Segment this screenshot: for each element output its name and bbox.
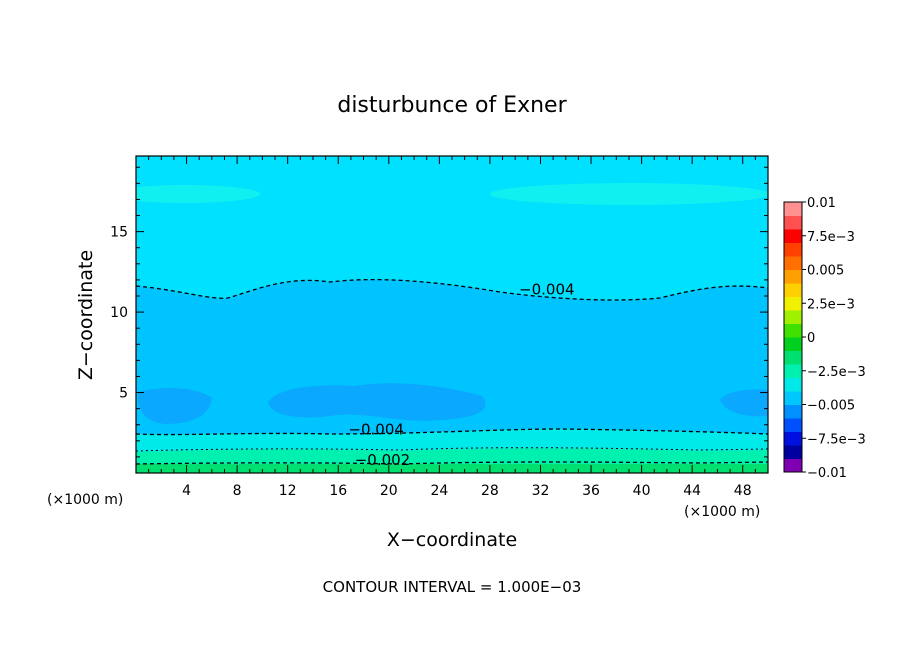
contour-lines: [136, 278, 768, 465]
colorbar-segment: [784, 377, 802, 392]
colorbar-segment: [784, 445, 802, 459]
colorbar-label: −2.5e−3: [807, 365, 866, 380]
x-axis-label: X−coordinate: [387, 529, 517, 551]
colorbar-segment: [784, 202, 802, 216]
contour-line-near-surface: [136, 447, 768, 452]
colorbar-label: 0: [807, 331, 815, 346]
colorbar-segment: [784, 256, 802, 270]
contour-field: [136, 156, 768, 473]
colorbar-label: −0.01: [807, 466, 847, 481]
x-tick-label: 48: [734, 483, 752, 499]
colorbar-segment: [784, 458, 802, 473]
x-tick-label: 16: [329, 483, 347, 499]
colorbar-segment: [784, 283, 802, 297]
colorbar-segment: [784, 431, 802, 446]
field-patch-top-right: [490, 183, 768, 205]
colorbar-label: 2.5e−3: [807, 297, 855, 312]
field-patch-left: [137, 388, 212, 424]
colorbar-segment: [784, 337, 802, 351]
colorbar-segment: [784, 404, 802, 419]
colorbar-segment: [784, 296, 802, 311]
contour-interval-note: CONTOUR INTERVAL = 1.000E−03: [323, 578, 582, 596]
contour-label: −0.002: [355, 451, 411, 469]
colorbar-label: 0.005: [807, 264, 844, 279]
colorbar-label: 7.5e−3: [807, 230, 855, 245]
x-tick-label: 8: [233, 483, 242, 499]
field-patch-right: [720, 389, 768, 417]
field-patch-top-left: [136, 185, 260, 203]
colorbar-segment: [784, 215, 802, 230]
colorbar-segment: [784, 269, 802, 284]
x-tick-label: 40: [633, 483, 651, 499]
colorbar-segment: [784, 323, 802, 338]
x-tick-label: 32: [532, 483, 550, 499]
field-patch-center: [268, 383, 486, 421]
colorbar-segment: [784, 364, 802, 378]
contour-labels: −0.004 −0.004 −0.002: [348, 280, 574, 469]
contour-line-upper: [136, 278, 768, 301]
contour-line-lower: [136, 428, 768, 436]
field-band-surface: [136, 464, 768, 473]
contour-label: −0.004: [348, 420, 404, 438]
x-tick-label: 24: [430, 483, 448, 499]
x-unit-left: (×1000 m): [47, 492, 123, 508]
colorbar-segment: [784, 310, 802, 324]
x-tick-label: 44: [683, 483, 701, 499]
y-tick-label: 5: [119, 386, 128, 402]
colorbar-label: 0.01: [807, 196, 836, 211]
colorbar-segment: [784, 229, 802, 243]
x-tick-label: 12: [279, 483, 297, 499]
colorbar-segment: [784, 242, 802, 257]
contour-label: −0.004: [519, 280, 575, 298]
y-axis-label: Z−coordinate: [75, 250, 97, 380]
colorbar-label: −0.005: [807, 399, 855, 414]
y-tick-label: 10: [110, 305, 128, 321]
x-tick-label: 36: [582, 483, 600, 499]
colorbar-label: −7.5e−3: [807, 432, 866, 447]
chart-title: disturbunce of Exner: [337, 93, 567, 118]
y-tick-label: 15: [110, 225, 128, 241]
x-tick-label: 4: [182, 483, 191, 499]
colorbar-segment: [784, 418, 802, 432]
contour-line-surface: [136, 461, 768, 465]
colorbar-segment: [784, 391, 802, 405]
x-tick-label: 20: [380, 483, 398, 499]
x-tick-label: 28: [481, 483, 499, 499]
colorbar: 0.01 7.5e−3 0.005 2.5e−3 0 −2.5e−3 −0.005 −7.5e…: [783, 196, 866, 481]
x-unit-right: (×1000 m): [684, 504, 760, 520]
colorbar-segment: [784, 350, 802, 365]
plot-frame: [135, 155, 769, 474]
